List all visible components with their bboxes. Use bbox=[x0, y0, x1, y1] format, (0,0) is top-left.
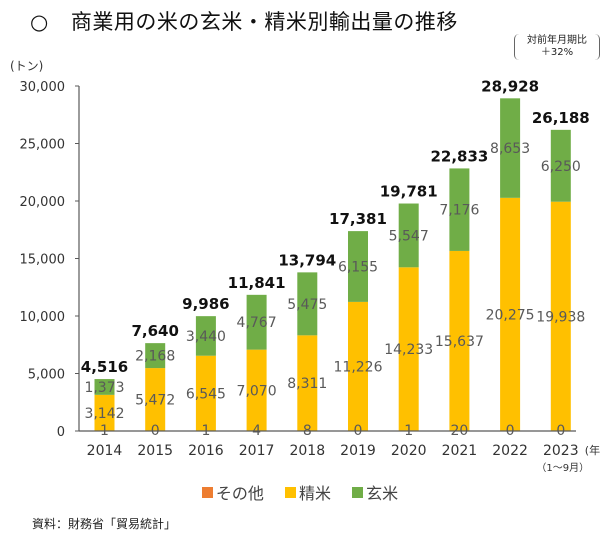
y-tick-label: 0 bbox=[57, 425, 65, 440]
legend: その他 精米 玄米 bbox=[0, 480, 600, 504]
data-label-brown: 5,547 bbox=[389, 228, 429, 244]
x-tick-label: 2022 bbox=[492, 443, 528, 459]
x-axis-unit: (年) bbox=[585, 443, 600, 457]
legend-swatch-milled bbox=[284, 486, 296, 498]
bar-segment-milled bbox=[246, 349, 267, 431]
data-label-brown: 7,176 bbox=[439, 203, 479, 219]
data-label-total: 22,833 bbox=[430, 147, 488, 165]
bar-segment-brown bbox=[348, 231, 368, 302]
x-tick-label: 2019 bbox=[340, 443, 376, 459]
data-label-brown: 6,250 bbox=[541, 159, 581, 175]
x-tick-label: 2016 bbox=[188, 443, 224, 459]
legend-swatch-brown bbox=[352, 486, 364, 498]
data-label-total: 13,794 bbox=[278, 251, 336, 269]
data-label-milled: 15,637 bbox=[435, 334, 484, 350]
data-label-total: 4,516 bbox=[81, 358, 128, 376]
source-note: 資料：財務省「貿易統計」 bbox=[32, 517, 177, 531]
x-tick-label: 2021 bbox=[442, 443, 478, 459]
x-tick-label: 2015 bbox=[137, 443, 173, 459]
bar-segment-brown bbox=[145, 343, 166, 369]
data-label-brown: 5,475 bbox=[287, 297, 327, 313]
data-label-brown: 8,653 bbox=[490, 141, 530, 157]
legend-label-other: その他 bbox=[215, 484, 264, 503]
data-label-brown: 6,155 bbox=[338, 260, 378, 276]
chart-title: ○ 商業用の米の玄米・精米別輸出量の推移 bbox=[30, 6, 458, 36]
bar-segment-milled bbox=[398, 267, 419, 431]
data-label-total: 26,188 bbox=[532, 109, 590, 127]
data-label-total: 17,381 bbox=[329, 210, 387, 228]
legend-label-milled: 精米 bbox=[298, 484, 331, 503]
legend-item-brown: 玄米 bbox=[352, 480, 398, 504]
data-label-milled: 14,233 bbox=[384, 342, 433, 358]
y-tick-label: 5,000 bbox=[28, 368, 65, 383]
bar-segment-milled bbox=[145, 368, 166, 431]
bar-segment-brown bbox=[94, 379, 115, 395]
bar-segment-brown bbox=[398, 203, 419, 268]
data-label-milled: 7,070 bbox=[237, 383, 277, 399]
x-tick-note: （1～9月） bbox=[536, 462, 589, 474]
y-tick-label: 15,000 bbox=[20, 253, 66, 268]
data-label-milled: 11,226 bbox=[334, 359, 383, 375]
data-label-brown: 2,168 bbox=[135, 349, 175, 365]
data-label-milled: 8,311 bbox=[287, 376, 327, 392]
x-tick-label: 2018 bbox=[289, 443, 325, 459]
bar-segment-milled bbox=[449, 250, 470, 431]
data-label-milled: 19,938 bbox=[536, 309, 585, 325]
legend-swatch-other bbox=[201, 486, 213, 498]
data-label-total: 9,986 bbox=[182, 295, 229, 313]
title-text: 商業用の米の玄米・精米別輸出量の推移 bbox=[70, 10, 458, 34]
data-label-total: 19,781 bbox=[380, 183, 438, 201]
data-label-total: 28,928 bbox=[481, 77, 539, 95]
y-tick-label: 10,000 bbox=[20, 310, 66, 325]
x-tick-label: 2014 bbox=[87, 443, 123, 459]
data-label-milled: 3,142 bbox=[84, 406, 124, 422]
legend-item-other: その他 bbox=[201, 480, 264, 504]
x-tick-label: 2023 bbox=[543, 443, 579, 459]
bar-segment-brown bbox=[246, 294, 267, 350]
bar-segment-milled bbox=[348, 301, 368, 431]
bar-segment-brown bbox=[195, 316, 216, 356]
bar-segment-brown bbox=[550, 129, 571, 202]
yoy-note-value: ＋32% bbox=[540, 47, 574, 58]
legend-item-milled: 精米 bbox=[284, 480, 331, 504]
legend-label-brown: 玄米 bbox=[366, 484, 399, 503]
y-tick-label: 20,000 bbox=[20, 195, 66, 210]
bar-segment-milled bbox=[297, 335, 318, 431]
bar-segment-milled bbox=[94, 394, 115, 431]
title-marker: ○ bbox=[30, 10, 49, 34]
bar-segment-milled bbox=[550, 201, 571, 431]
data-label-milled: 6,545 bbox=[186, 386, 226, 402]
data-label-brown: 4,767 bbox=[237, 315, 277, 331]
bar-segment-milled bbox=[500, 197, 521, 431]
y-tick-label: 30,000 bbox=[20, 80, 66, 95]
data-label-milled: 5,472 bbox=[135, 393, 175, 409]
y-axis-unit: (トン) bbox=[10, 59, 44, 73]
data-label-total: 11,841 bbox=[228, 274, 286, 292]
bar-segment-milled bbox=[195, 355, 216, 431]
bar-segment-brown bbox=[500, 98, 521, 198]
bar-segment-brown bbox=[449, 168, 470, 251]
data-label-brown: 3,440 bbox=[186, 329, 226, 345]
y-tick-label: 25,000 bbox=[20, 138, 66, 153]
data-label-total: 7,640 bbox=[131, 322, 178, 340]
x-tick-label: 2017 bbox=[239, 443, 275, 459]
data-label-brown: 1,373 bbox=[84, 380, 124, 396]
data-label-milled: 20,275 bbox=[486, 307, 535, 323]
stacked-bar-chart: 0 5,000 10,000 15,000 20,000 25,000 30,000 3,14… bbox=[20, 77, 600, 474]
x-tick-label: 2020 bbox=[391, 443, 427, 459]
yoy-note-label: 対前年月期比 bbox=[527, 35, 587, 46]
bar-segment-brown bbox=[297, 272, 318, 336]
